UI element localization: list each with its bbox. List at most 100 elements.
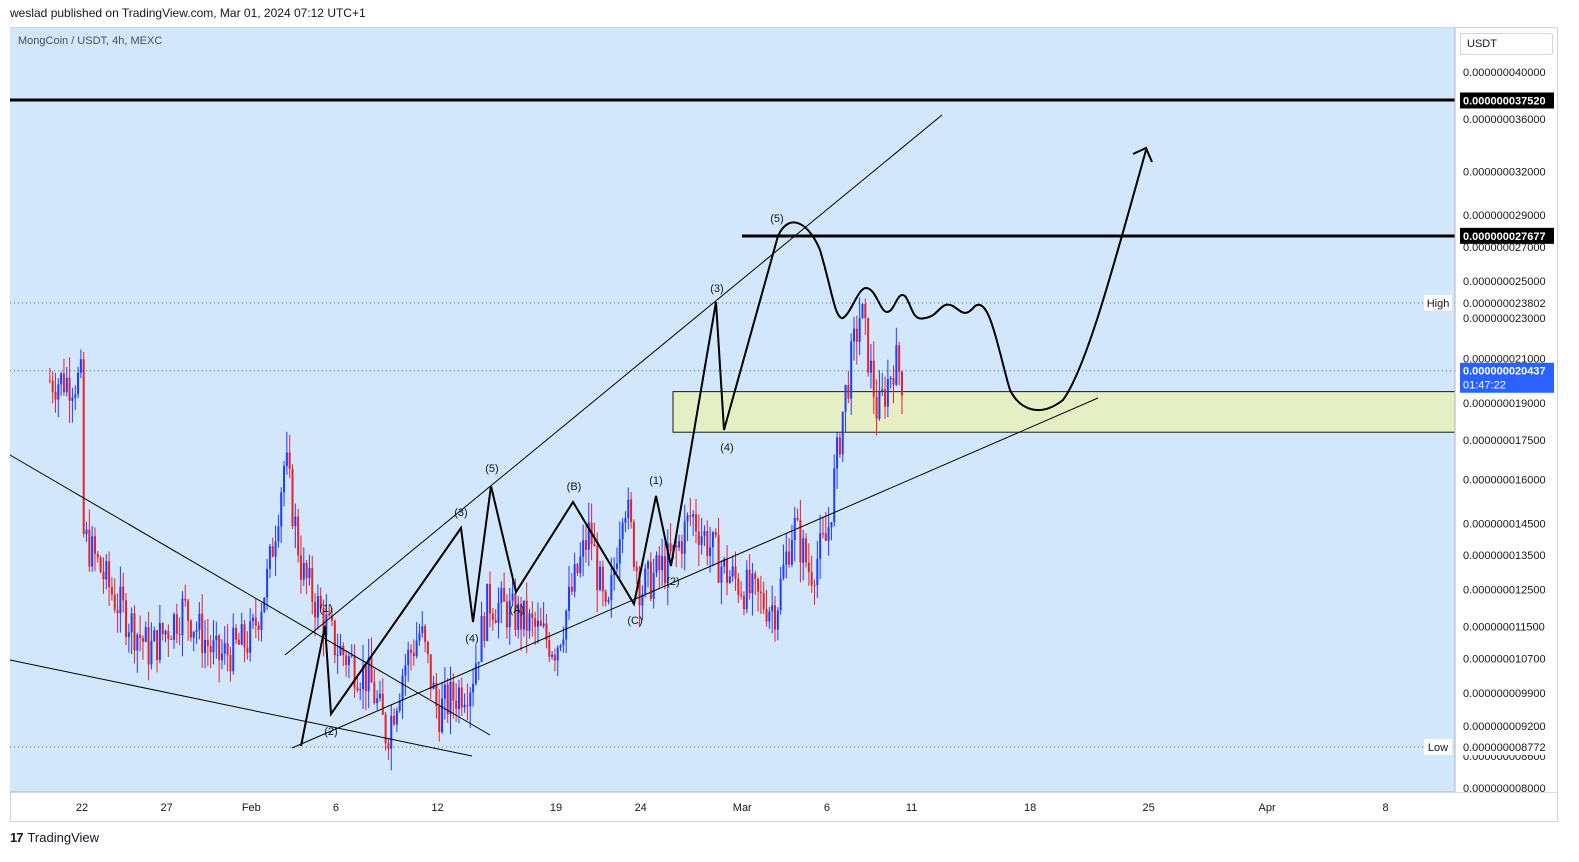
current-price-tag: [1460, 362, 1554, 393]
candle-body: [175, 614, 178, 634]
candle-body: [170, 639, 173, 641]
candle-body: [297, 516, 300, 556]
candle-body: [539, 620, 542, 626]
candle-body: [240, 624, 243, 645]
channel-upper-line[interactable]: [284, 114, 943, 656]
candle-body: [680, 541, 683, 554]
candle-body: [593, 543, 596, 547]
y-tick-label: 0.000000013500: [1463, 550, 1546, 562]
high-label-box: [1424, 294, 1452, 311]
candle-body: [480, 616, 483, 663]
candle-body: [486, 583, 489, 641]
candle-body: [703, 531, 706, 536]
falling-wedge-lower-line[interactable]: [9, 659, 473, 757]
candle-body: [246, 647, 249, 653]
candle-body: [615, 563, 618, 570]
candle-body: [587, 522, 590, 550]
candle-body: [150, 641, 153, 665]
candle-body: [765, 608, 768, 622]
candle-body: [353, 654, 356, 688]
candle-body: [584, 540, 587, 550]
candle-body: [559, 645, 562, 648]
candle-body: [412, 652, 415, 657]
candle-body: [311, 568, 314, 602]
y-tick-label: 0.000000027000: [1463, 242, 1546, 254]
candle-body: [491, 613, 494, 621]
resistance-1-price-text: 0.000000037520: [1463, 95, 1546, 107]
candle-body: [627, 499, 630, 518]
candle-body: [869, 360, 872, 373]
falling-wedge-upper-line[interactable]: [9, 454, 491, 736]
wave-label: (B): [567, 481, 582, 493]
candle-body: [91, 536, 94, 567]
elliott-wave-path[interactable]: [300, 235, 779, 747]
symbol-label[interactable]: MongCoin / USDT, 4h, MEXC: [18, 35, 163, 47]
candle-body: [204, 639, 207, 653]
tradingview-logo[interactable]: 17 TradingView: [10, 830, 99, 845]
candle-body: [607, 599, 610, 602]
x-tick-label: 24: [635, 802, 647, 814]
candle-body: [864, 303, 867, 318]
candle-body: [71, 397, 74, 401]
candle-body: [841, 411, 844, 455]
candle-body: [771, 605, 774, 612]
y-tick-label: 0.000000021000: [1463, 354, 1546, 366]
candle-body: [398, 700, 401, 711]
candle-body: [565, 610, 568, 640]
wave-label: (3): [454, 507, 467, 519]
y-tick-label: 0.000000016000: [1463, 475, 1546, 487]
candle-body: [751, 573, 754, 594]
candle-body: [387, 743, 390, 749]
candle-body: [108, 561, 111, 587]
candle-body: [576, 564, 579, 574]
x-tick-label: 11: [906, 802, 917, 814]
candle-body: [435, 682, 438, 707]
candle-body: [119, 586, 122, 614]
candle-body: [483, 616, 486, 641]
wave-label: (2): [666, 576, 679, 588]
candle-body: [161, 623, 164, 635]
candle-body: [678, 541, 681, 548]
candle-body: [93, 536, 96, 555]
y-tick-label: 0.000000029000: [1463, 210, 1546, 222]
publish-info: weslad published on TradingView.com, Mar…: [10, 6, 366, 20]
candle-body: [359, 689, 362, 691]
projection-curve[interactable]: [777, 149, 1147, 411]
candle-body: [215, 635, 218, 641]
y-tick-label: 0.000000011500: [1463, 622, 1545, 634]
resistance-2-price-tag: [1460, 227, 1554, 244]
candle-body: [88, 529, 91, 567]
candle-body: [105, 561, 108, 580]
candle-body: [618, 539, 621, 564]
price-axis[interactable]: [1455, 28, 1557, 792]
wave-label: (1): [649, 475, 662, 487]
candle-body: [740, 594, 743, 597]
candle-body: [356, 687, 359, 691]
candle-body: [283, 466, 286, 493]
currency-selector[interactable]: USDT: [1460, 33, 1553, 55]
candle-body: [77, 372, 80, 395]
candle-body: [167, 630, 170, 640]
candle-body: [308, 568, 311, 579]
candle-body: [514, 593, 517, 630]
channel-lower-line[interactable]: [291, 397, 1099, 749]
candle-body: [189, 620, 192, 638]
low-label: Low: [1428, 742, 1448, 754]
candle-body: [99, 557, 102, 573]
candle-body: [68, 377, 71, 401]
candle-body: [263, 597, 266, 612]
projection-arrow-head: [1132, 146, 1153, 163]
candle-body: [522, 600, 525, 630]
candle-body: [774, 605, 777, 630]
resistance-1-price-tag: [1460, 92, 1554, 109]
tradingview-logo-icon: 17: [10, 830, 24, 845]
candle-body: [195, 629, 198, 632]
candle-body: [717, 535, 720, 583]
candle-body: [776, 610, 779, 630]
candle-body: [192, 631, 195, 638]
y-tick-label: 0.000000009900: [1463, 688, 1546, 700]
candle-body: [833, 468, 836, 523]
candle-body: [158, 623, 161, 661]
candle-body: [136, 634, 139, 651]
